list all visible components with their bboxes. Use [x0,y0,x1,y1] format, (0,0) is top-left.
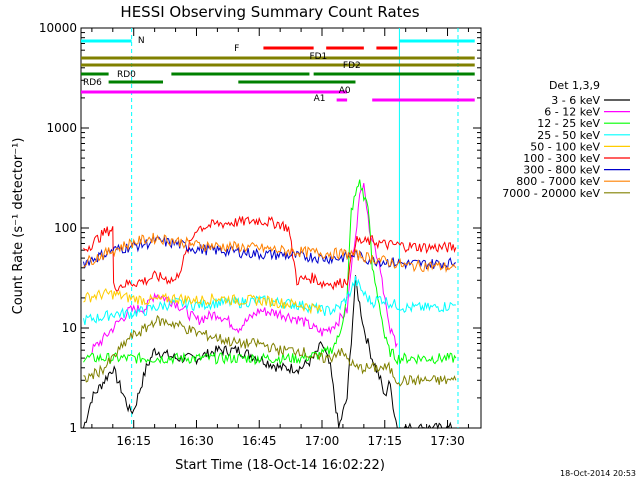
y-tick-label: 100 [54,221,77,235]
rd0-flag-label: RD0 [117,70,136,80]
y-axis-label: Count Rate (s⁻¹ detector⁻¹) [11,138,26,315]
legend-label: 50 - 100 keV [530,140,600,153]
fd2-flag-label: FD2 [343,61,361,71]
series-line [83,314,457,387]
series-line [83,287,323,315]
a0-flag-label: A0 [339,86,351,96]
series-line [83,179,457,366]
series-line [83,215,457,292]
x-tick-label: 16:30 [179,434,214,448]
y-tick-label: 10 [62,321,77,335]
footer-timestamp: 18-Oct-2014 20:53 [560,469,636,478]
x-tick-label: 17:30 [430,434,465,448]
x-tick-label: 17:15 [367,434,402,448]
legend-title: Det 1,3,9 [549,79,600,92]
a1-flag-label: A1 [314,94,326,104]
legend-label: 7000 - 20000 keV [502,187,600,200]
legend-label: 300 - 800 keV [523,164,600,177]
series-line [83,275,456,430]
legend-label: 3 - 6 keV [551,94,600,107]
y-tick-label: 1 [69,421,77,435]
legend-label: 6 - 12 keV [544,106,600,119]
y-tick-label: 1000 [46,121,77,135]
chart-title: HESSI Observing Summary Count Rates [120,3,419,21]
fd1-flag-label: FD1 [309,52,327,62]
legend-label: 12 - 25 keV [537,117,600,130]
series-line [91,183,398,355]
rd6-flag-label: RD6 [83,78,102,88]
legend-label: 100 - 300 keV [523,152,600,165]
flare-flag-label: F [234,44,239,54]
legend-label: 800 - 7000 keV [516,175,600,188]
series-line [83,232,457,274]
x-axis-label: Start Time (18-Oct-14 16:02:22) [175,458,385,473]
y-tick-label: 10000 [39,21,77,35]
night-flag-label: N [138,36,145,46]
x-tick-label: 17:00 [305,434,340,448]
series-line [83,234,457,271]
x-tick-label: 16:45 [242,434,277,448]
x-tick-label: 16:15 [116,434,151,448]
legend-label: 25 - 50 keV [537,129,600,142]
